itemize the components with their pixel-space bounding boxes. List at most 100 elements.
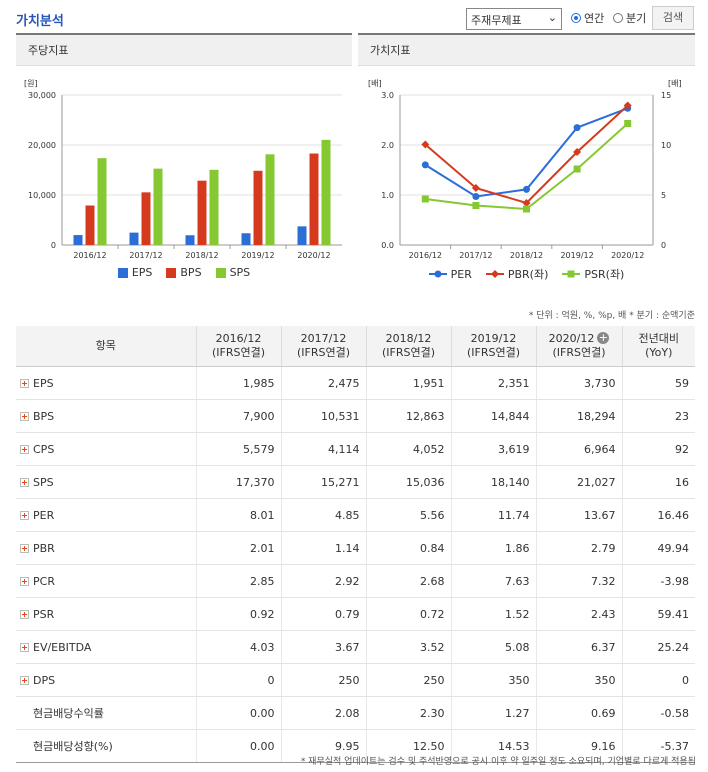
table-row: PER 8.01 4.85 5.56 11.74 13.67 16.46 [16,498,695,532]
radio-annual[interactable]: 연간 [571,10,604,26]
expand-plus-icon[interactable] [20,511,29,520]
row-label-cell[interactable]: DPS [16,663,196,697]
table-cell: 14,844 [450,399,536,433]
table-row: PCR 2.85 2.92 2.68 7.63 7.32 -3.98 [16,564,695,598]
legend-swatch [166,267,177,278]
radio-quarter[interactable]: 분기 [613,10,646,26]
row-label-cell[interactable]: PBR [16,531,196,565]
search-button[interactable]: 검색 [652,6,694,30]
column-header-label: 2018/12 [385,332,432,345]
point-psr [573,165,581,173]
row-label-cell: 현금배당수익률 [16,696,196,730]
column-header: 전년대비 (YoY) [621,326,695,367]
y-tick-label-left: 3.0 [381,91,394,100]
legend-label: SPS [229,266,251,279]
legend-swatch [117,267,128,278]
table-cell: 6,964 [535,432,622,466]
expand-plus-icon[interactable] [20,445,29,454]
expand-plus-icon[interactable] [20,643,29,652]
table-row: BPS 7,900 10,531 12,863 14,844 18,294 23 [16,399,695,433]
table-cell: 11.74 [450,498,536,532]
per-share-panel-title: 주당지표 [16,35,352,66]
expand-plus-icon[interactable] [20,478,29,487]
bar-bps [253,170,263,245]
radio-annual-label: 연간 [584,12,605,25]
legend-label: PER [450,267,472,281]
table-cell: 4,052 [365,432,451,466]
row-label-cell[interactable]: PSR [16,597,196,631]
table-cell: -5.37 [621,729,695,763]
expand-plus-icon[interactable] [20,544,29,553]
table-cell: 17,370 [195,465,281,499]
series-line-per [424,107,629,198]
column-header-label: 2016/12 [215,332,262,345]
row-label-cell[interactable]: SPS [16,465,196,499]
table-cell: 0.00 [195,729,281,763]
statement-select[interactable]: 주재무제표 ⌄ [466,8,562,30]
per-share-panel: 주당지표 [원] 0 10,000 20,000 30,000 2016/12 2017/1… [16,33,352,297]
point-per [523,185,530,193]
table-cell: 2.79 [535,531,622,565]
column-header-sublabel: (IFRS연결) [296,346,351,359]
column-header: 2020/12 + (IFRS연결) [535,326,622,367]
row-label: PER [33,508,55,522]
table-cell: 0 [621,663,695,697]
table-cell: 6.37 [535,630,622,664]
y-tick-label-right: 5 [661,191,666,200]
legend-marker-dot [434,270,442,278]
table-cell: 3,730 [535,366,622,400]
expand-plus-icon[interactable] [20,412,29,421]
column-header: 2018/12 (IFRS연결) [365,326,451,367]
legend-item-pbr: PBR(좌) [485,266,548,282]
table-cell: 14.53 [450,729,536,763]
table-cell: 15,036 [365,465,451,499]
table-row: EPS 1,985 2,475 1,951 2,351 3,730 59 [16,366,695,400]
table-row: 현금배당성향(%) 0.00 9.95 12.50 14.53 9.16 -5.37 [16,729,695,763]
bar-sps [153,168,163,245]
expand-plus-icon[interactable] [20,676,29,685]
table-cell: 1,985 [195,366,281,400]
table-cell: 2.01 [195,531,281,565]
chevron-down-icon: ⌄ [547,11,557,24]
row-label-cell[interactable]: PER [16,498,196,532]
row-label: DPS [33,673,56,687]
expand-plus-icon[interactable] [20,577,29,586]
bar-sps [209,169,219,245]
point-psr [472,202,480,209]
row-label: 현금배당성향(%) [33,740,113,753]
table-cell: -0.58 [621,696,695,730]
column-header-label: 2019/12 [470,332,517,345]
row-label-cell[interactable]: EV/EBITDA [16,630,196,664]
row-label: SPS [33,475,54,489]
table-cell: 13.67 [535,498,622,532]
table-cell: 2.30 [365,696,451,730]
row-label: EV/EBITDA [33,640,92,654]
legend-item-psr: PSR(좌) [562,266,624,282]
bar-bps [309,153,319,245]
y-tick-label: 30,000 [28,91,56,100]
legend-label: BPS [180,266,202,279]
table-row: CPS 5,579 4,114 4,052 3,619 6,964 92 [16,432,695,466]
row-label-cell[interactable]: PCR [16,564,196,598]
radio-annual-dot[interactable] [571,13,581,23]
bar-bps [197,180,207,245]
x-tick-label: 2016/12 [409,251,442,260]
radio-quarter-dot[interactable] [613,13,623,23]
table-cell: 16.46 [621,498,695,532]
expand-plus-icon[interactable] [20,610,29,619]
add-column-icon[interactable]: + [597,331,610,344]
table-cell: 7,900 [195,399,281,433]
column-header-label: 항목 [95,339,116,352]
table-cell: 12.50 [365,729,451,763]
row-label-cell[interactable]: EPS [16,366,196,400]
table-row: PSR 0.92 0.79 0.72 1.52 2.43 59.41 [16,597,695,631]
expand-plus-icon[interactable] [20,379,29,388]
footnote: * 재무실적 업데이트는 검수 및 주석반영으로 공시 이후 약 일주일 정도 … [300,757,696,767]
table-header-row: 항목 2016/12 (IFRS연결) 2017/12 (IFRS연결) 2018/12(… [16,326,695,367]
bar-eps [241,233,251,245]
bar-sps [97,158,107,245]
row-label-cell[interactable]: CPS [16,432,196,466]
row-label-cell[interactable]: BPS [16,399,196,433]
bar-bps [85,205,95,245]
y-axis-unit: [원] [24,79,38,88]
